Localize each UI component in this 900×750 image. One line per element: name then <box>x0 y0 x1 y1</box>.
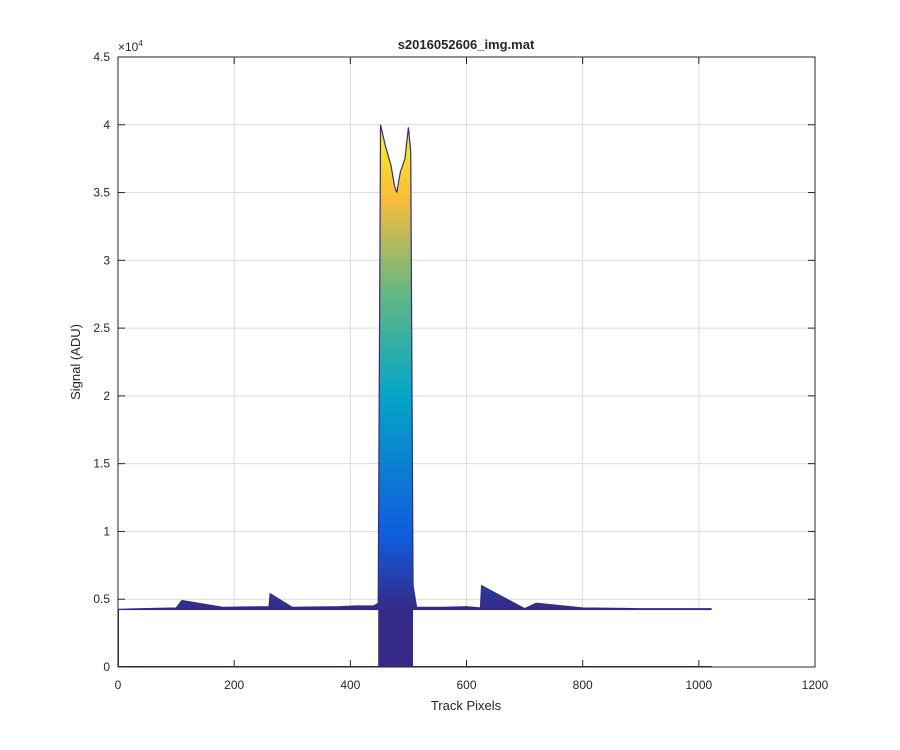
x-tick-label: 800 <box>573 678 593 692</box>
chart-title: s2016052606_img.mat <box>398 37 535 52</box>
signal-line <box>117 124 712 610</box>
y-tick-label: 0.5 <box>93 592 110 606</box>
signal-area <box>117 124 814 667</box>
y-tick-label: 3.5 <box>93 186 110 200</box>
below-baseline-mask-left <box>119 610 379 666</box>
x-axis-ticks: 0 200 400 600 800 1000 1200 <box>115 57 829 692</box>
y-axis-ticks: 0 0.5 1 1.5 2 2.5 3 3.5 4 4.5 <box>93 50 815 674</box>
y-axis-exponent: ×104 <box>118 39 143 54</box>
x-tick-label: 400 <box>340 678 360 692</box>
grid-lines <box>118 57 815 667</box>
x-tick-label: 600 <box>456 678 476 692</box>
y-tick-label: 4.5 <box>93 50 110 64</box>
y-exponent-power: 4 <box>138 39 143 48</box>
y-tick-label: 4 <box>103 118 110 132</box>
y-exponent-base: ×10 <box>118 40 139 54</box>
y-tick-label: 2.5 <box>93 321 110 335</box>
x-tick-label: 1200 <box>802 678 829 692</box>
x-tick-label: 0 <box>115 678 122 692</box>
y-tick-label: 3 <box>103 253 110 267</box>
y-tick-label: 1 <box>103 524 110 538</box>
y-tick-label: 0 <box>103 660 110 674</box>
x-axis-title: Track Pixels <box>431 698 502 713</box>
x-tick-label: 1000 <box>685 678 712 692</box>
y-axis-title: Signal (ADU) <box>68 324 83 400</box>
x-tick-label: 200 <box>224 678 244 692</box>
y-tick-label: 2 <box>103 389 110 403</box>
y-tick-label: 1.5 <box>93 457 110 471</box>
below-baseline-mask-right <box>413 610 814 666</box>
